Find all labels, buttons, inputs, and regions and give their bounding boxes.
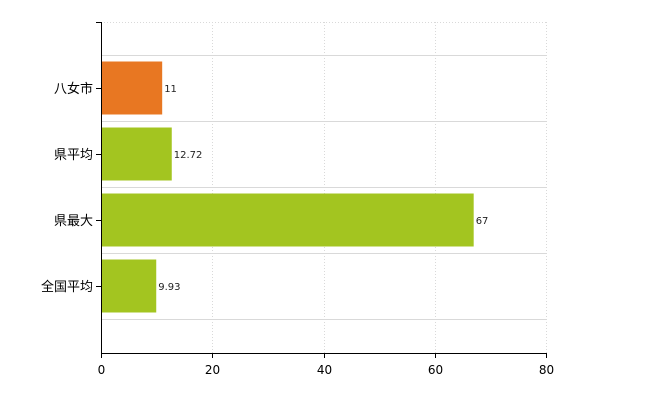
bar bbox=[102, 193, 474, 247]
bar bbox=[102, 61, 163, 115]
x-tick-label: 20 bbox=[205, 363, 220, 377]
bars-layer bbox=[102, 61, 474, 313]
data-label: 67 bbox=[476, 216, 489, 227]
x-tick-label: 60 bbox=[428, 363, 443, 377]
category-label: 八女市 bbox=[54, 81, 93, 97]
data-label: 12.72 bbox=[174, 150, 203, 161]
bar bbox=[102, 259, 157, 313]
category-label: 県最大 bbox=[54, 214, 93, 229]
data-label: 11 bbox=[164, 84, 177, 95]
category-label: 県平均 bbox=[54, 148, 93, 163]
category-label: 全国平均 bbox=[41, 279, 93, 295]
axes-layer bbox=[96, 22, 547, 358]
x-tick-label: 40 bbox=[317, 363, 332, 377]
data-label: 9.93 bbox=[158, 282, 180, 293]
x-tick-label: 0 bbox=[98, 363, 106, 377]
x-tick-label: 80 bbox=[539, 363, 554, 377]
grid-layer bbox=[101, 22, 547, 353]
labels-layer: 11 八女市 12.72 県平均 67 県最大 9.93 全国平均 0 20 40 60 80 bbox=[41, 81, 554, 377]
bar bbox=[102, 127, 172, 181]
